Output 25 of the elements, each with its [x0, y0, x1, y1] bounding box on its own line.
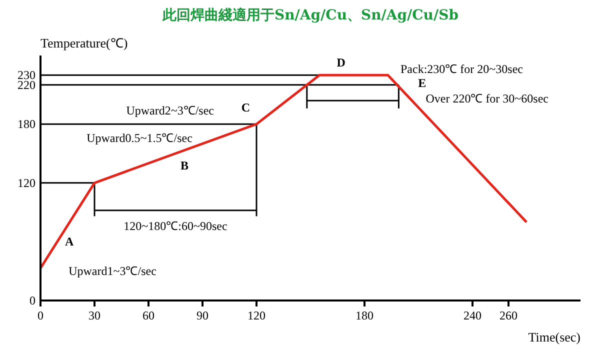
annotation: Upward0.5~1.5℃/sec: [86, 130, 192, 145]
annotation: E: [418, 76, 426, 90]
y-tick-label: 120: [18, 176, 36, 190]
x-tick-label: 60: [142, 308, 154, 322]
annotation: Upward1~3℃/sec: [68, 264, 156, 278]
y-tick-label: 230: [18, 68, 36, 82]
x-tick-label: 260: [500, 308, 518, 322]
annotation: Over 220℃ for 30~60sec: [426, 92, 548, 106]
x-axis-title: Time(sec): [528, 330, 581, 344]
annotation: Upward2~3℃/sec: [126, 103, 214, 118]
x-tick-label: 180: [356, 308, 374, 322]
x-tick-label: 90: [196, 308, 208, 322]
y-axis-title: Temperature(℃): [40, 36, 128, 50]
annotation: 120~180℃:60~90sec: [124, 219, 228, 234]
y-tick-label: 0: [30, 294, 36, 308]
annotation: D: [336, 55, 346, 70]
annotation: Pack:230℃ for 20~30sec: [400, 62, 523, 76]
annotation: A: [64, 234, 74, 249]
annotation: C: [241, 100, 250, 114]
x-tick-label: 240: [464, 308, 482, 322]
chart-title: 此回焊曲綫適用于Sn/Ag/Cu、Sn/Ag/Cu/Sb: [162, 6, 459, 24]
annotation: B: [180, 158, 189, 172]
y-tick-label: 180: [18, 117, 36, 132]
x-tick-label: 120: [248, 308, 266, 322]
x-tick-label: 30: [88, 308, 100, 322]
